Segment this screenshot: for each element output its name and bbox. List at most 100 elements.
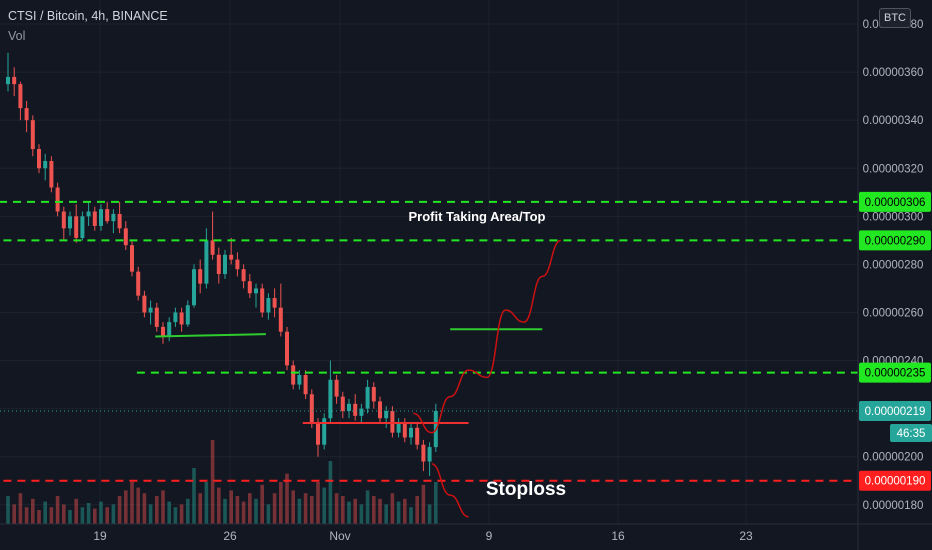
candle-body[interactable] <box>229 254 234 260</box>
time-tick-label: 26 <box>223 529 237 543</box>
volume-bar <box>31 498 35 524</box>
candle-body[interactable] <box>291 365 296 385</box>
candle-body[interactable] <box>111 213 116 222</box>
candle-body[interactable] <box>142 295 147 313</box>
candle-body[interactable] <box>204 240 209 284</box>
annotation-label: Stoploss <box>486 479 566 500</box>
candle-body[interactable] <box>173 312 178 323</box>
candle-body[interactable] <box>167 322 172 337</box>
volume-bar <box>223 498 227 524</box>
candle-body[interactable] <box>390 411 395 433</box>
candle-body[interactable] <box>18 84 23 109</box>
candle-body[interactable] <box>130 245 134 272</box>
candle-body[interactable] <box>316 423 320 445</box>
currency-button[interactable]: BTC <box>879 8 911 28</box>
price-tick-label: 0.00000300 <box>863 211 924 223</box>
price-tick-label: 0.00000200 <box>863 452 924 464</box>
candle-body[interactable] <box>347 403 351 412</box>
volume-bar <box>24 507 29 524</box>
candle-body[interactable] <box>359 408 364 416</box>
time-tick-label: 23 <box>739 529 753 543</box>
candle-body[interactable] <box>235 259 240 270</box>
candle-body[interactable] <box>99 209 103 226</box>
candle-body[interactable] <box>285 331 289 366</box>
candle-body[interactable] <box>297 374 302 385</box>
candle-body[interactable] <box>12 76 17 85</box>
candle-body[interactable] <box>55 187 60 212</box>
volume-bar <box>68 510 72 524</box>
candle-body[interactable] <box>260 288 265 313</box>
candle-body[interactable] <box>161 326 165 337</box>
candle-body[interactable] <box>254 288 258 294</box>
candle-body[interactable] <box>30 120 35 150</box>
candle-body[interactable] <box>68 216 72 229</box>
volume-bar <box>167 501 171 524</box>
candle-body[interactable] <box>328 379 333 419</box>
candle-body[interactable] <box>148 307 153 313</box>
projection-path[interactable] <box>413 239 562 434</box>
volume-bar <box>266 504 271 524</box>
candle-body[interactable] <box>340 396 345 412</box>
countdown-label: 46:35 <box>897 428 926 440</box>
candle-body[interactable] <box>43 161 48 169</box>
candle-body[interactable] <box>216 254 221 275</box>
candle-body[interactable] <box>409 427 413 438</box>
candle-body[interactable] <box>6 76 10 85</box>
candle-body[interactable] <box>427 447 432 462</box>
candle-body[interactable] <box>223 254 227 275</box>
candle-body[interactable] <box>117 213 122 229</box>
candle-body[interactable] <box>198 269 203 284</box>
candle-body[interactable] <box>241 269 246 282</box>
candle-body[interactable] <box>210 240 215 255</box>
volume-bar <box>86 503 91 524</box>
stoploss-path[interactable] <box>431 463 469 518</box>
candle-body[interactable] <box>247 281 252 294</box>
candle-body[interactable] <box>303 374 308 395</box>
price-label-box <box>859 230 931 251</box>
candle-body[interactable] <box>185 305 190 325</box>
price-tick-label: 0.00000280 <box>863 259 924 271</box>
symbol-title: CTSI / Bitcoin, 4h, BINANCE <box>8 9 168 23</box>
candle-body[interactable] <box>415 427 420 445</box>
volume-bar <box>434 482 438 524</box>
candle-body[interactable] <box>154 307 159 327</box>
volume-bar <box>217 487 221 524</box>
candle-body[interactable] <box>365 386 370 409</box>
volume-bar <box>254 498 258 524</box>
candle-body[interactable] <box>266 298 271 313</box>
volume-bar <box>248 493 252 524</box>
candle-body[interactable] <box>37 149 41 169</box>
candle-body[interactable] <box>309 394 314 424</box>
candle-body[interactable] <box>334 379 339 397</box>
volume-bar <box>117 496 122 524</box>
candle-body[interactable] <box>278 307 283 332</box>
candle-body[interactable] <box>353 403 358 416</box>
candle-body[interactable] <box>86 211 91 217</box>
candle-body[interactable] <box>136 271 141 296</box>
candle-body[interactable] <box>192 269 196 306</box>
candle-body[interactable] <box>322 418 327 445</box>
candle-body[interactable] <box>272 298 277 308</box>
candle-body[interactable] <box>396 423 401 433</box>
candle-body[interactable] <box>24 108 29 121</box>
candle-body[interactable] <box>74 216 79 238</box>
candle-body[interactable] <box>179 312 184 325</box>
candle-body[interactable] <box>378 401 382 419</box>
volume-legend: Vol <box>8 29 26 43</box>
candle-body[interactable] <box>402 423 407 438</box>
candle-body[interactable] <box>61 211 66 229</box>
volume-bar <box>111 504 116 524</box>
volume-bar <box>6 496 10 524</box>
candle-body[interactable] <box>105 209 110 222</box>
candle-body[interactable] <box>371 386 376 402</box>
candle-body[interactable] <box>384 411 389 419</box>
time-tick-label: 19 <box>93 529 107 543</box>
candle-body[interactable] <box>123 228 128 246</box>
candle-body[interactable] <box>80 216 85 238</box>
price-tick-label: 0.00000180 <box>863 500 924 512</box>
candle-body[interactable] <box>92 211 97 226</box>
candle-body[interactable] <box>49 161 54 188</box>
candle-body[interactable] <box>421 444 426 462</box>
support-line-oct[interactable] <box>155 333 266 338</box>
